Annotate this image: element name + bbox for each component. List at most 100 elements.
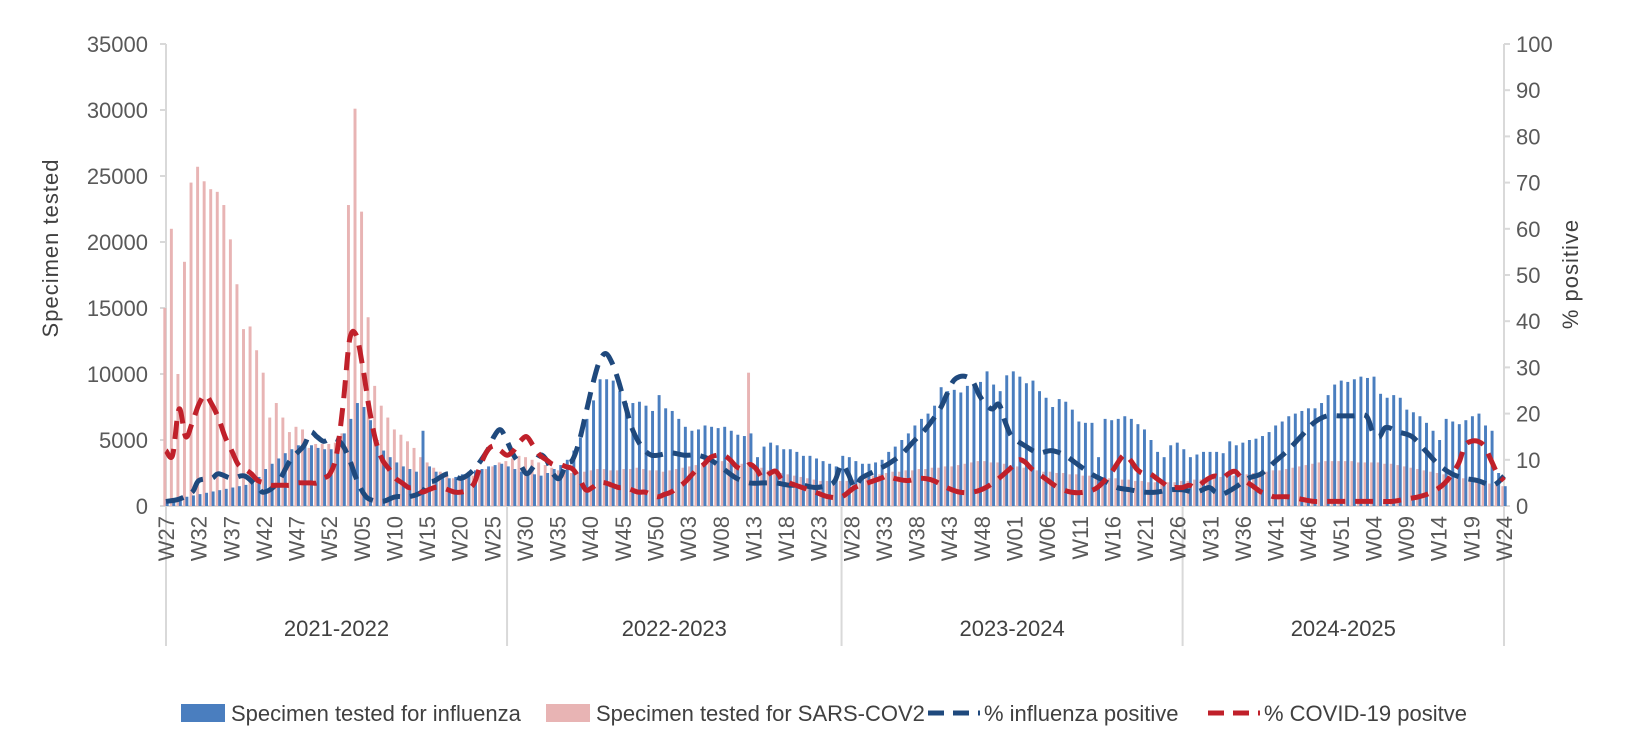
influenza-bar: [1005, 375, 1009, 506]
sars-cov2-bar: [189, 182, 193, 506]
sars-cov2-bar: [773, 471, 777, 506]
x-tick-label: W41: [1264, 516, 1289, 561]
influenza-bar: [277, 458, 281, 506]
x-tick-label: W51: [1329, 516, 1354, 561]
sars-cov2-bar: [1002, 463, 1006, 506]
influenza-bar: [355, 403, 359, 506]
sars-cov2-bar: [622, 469, 626, 506]
x-tick-label: W31: [1198, 516, 1223, 561]
sars-cov2-bar: [1481, 482, 1485, 506]
sars-cov2-bar: [1094, 476, 1098, 506]
y-right-tick-label: 60: [1516, 217, 1540, 242]
influenza-bar: [237, 486, 241, 506]
influenza-bar: [303, 442, 307, 506]
x-tick-label: W42: [252, 516, 277, 561]
influenza-bar: [1444, 418, 1448, 506]
sars-cov2-bar: [261, 372, 265, 506]
sars-cov2-bar: [1337, 461, 1341, 506]
influenza-positive-line: [165, 350, 1506, 504]
influenza-bar: [1339, 380, 1343, 506]
influenza-bar: [598, 379, 602, 506]
sars-cov2-bar: [1429, 471, 1433, 506]
influenza-bar: [342, 433, 346, 506]
sars-cov2-bar: [602, 469, 606, 506]
legend-label-influenza-line: % influenza positive: [984, 701, 1178, 726]
influenza-bar: [1405, 409, 1409, 506]
sars-cov2-bar: [183, 261, 186, 506]
influenza-bar: [1188, 457, 1192, 506]
influenza-bar: [310, 445, 313, 506]
sars-cov2-bar: [642, 469, 646, 506]
x-tick-label: W52: [317, 516, 342, 561]
sars-cov2-bar: [635, 467, 639, 506]
sars-cov2-bar: [1245, 474, 1249, 506]
sars-cov2-bar: [550, 467, 554, 506]
sars-cov2-bar: [1075, 474, 1078, 506]
sars-cov2-bar: [1304, 465, 1308, 506]
sars-cov2-bar: [412, 447, 416, 506]
influenza-bar: [198, 494, 202, 506]
sars-cov2-bar: [655, 470, 659, 506]
sars-cov2-bar: [1101, 476, 1105, 506]
sars-cov2-bar: [537, 462, 541, 506]
influenza-bar: [283, 453, 287, 506]
influenza-bar: [500, 463, 504, 506]
sars-cov2-bar: [491, 466, 495, 506]
influenza-bar: [815, 458, 818, 506]
x-tick-label: W33: [872, 516, 897, 561]
sars-cov2-bar: [596, 469, 600, 506]
influenza-bar: [1083, 422, 1087, 506]
sars-cov2-bar: [1396, 465, 1400, 506]
influenza-bar: [605, 379, 609, 506]
x-tick-label: W48: [970, 516, 995, 561]
influenza-bar: [1011, 371, 1015, 506]
influenza-bar: [874, 462, 878, 506]
influenza-bar: [375, 440, 379, 506]
sars-cov2-bar: [406, 441, 409, 506]
sars-cov2-bar: [832, 482, 836, 506]
sars-cov2-bar: [884, 473, 888, 506]
sars-cov2-bar: [268, 417, 272, 506]
sars-cov2-bar: [1166, 482, 1170, 506]
influenza-bar: [218, 490, 222, 506]
sars-cov2-bar: [543, 465, 547, 506]
sars-cov2-bar: [228, 239, 232, 507]
influenza-bar: [637, 401, 641, 506]
sars-cov2-bar: [1370, 462, 1374, 506]
influenza-bar: [926, 413, 930, 506]
sars-cov2-bar: [727, 462, 731, 506]
sars-cov2-bar: [996, 462, 1000, 506]
influenza-bar: [480, 469, 484, 506]
influenza-bar: [1267, 432, 1271, 506]
influenza-bar: [913, 425, 917, 506]
sars-cov2-bar: [1271, 470, 1275, 506]
influenza-bar: [1352, 379, 1356, 506]
sars-cov2-bar: [1389, 463, 1393, 506]
x-tick-label: W13: [741, 516, 766, 561]
influenza-bar: [1051, 407, 1055, 506]
sars-cov2-bar: [1330, 461, 1334, 506]
y-right-tick-label: 50: [1516, 263, 1540, 288]
influenza-bar: [644, 405, 648, 506]
y-right-tick-label: 10: [1516, 448, 1540, 473]
x-tick-label: W08: [709, 516, 734, 561]
influenza-bar: [1149, 440, 1153, 506]
sars-cov2-bar: [792, 475, 796, 506]
sars-cov2-bar: [1015, 466, 1019, 506]
sars-cov2-bar: [1140, 480, 1144, 506]
sars-cov2-bar: [1219, 476, 1223, 506]
influenza-bar: [795, 451, 799, 506]
influenza-bar: [782, 449, 786, 506]
sars-cov2-bar: [806, 478, 810, 506]
y-axis-right-title: % positive: [1558, 219, 1583, 329]
season-label: 2022-2023: [622, 616, 727, 641]
sars-cov2-bar: [1298, 466, 1301, 506]
influenza-bar: [880, 459, 884, 506]
influenza-bar: [1031, 380, 1035, 506]
sars-cov2-bar: [897, 471, 901, 506]
sars-cov2-bar: [202, 181, 206, 506]
influenza-bar: [323, 449, 327, 506]
influenza-bar: [1182, 449, 1186, 506]
sars-cov2-bar: [209, 189, 213, 506]
sars-cov2-bar: [976, 461, 980, 506]
